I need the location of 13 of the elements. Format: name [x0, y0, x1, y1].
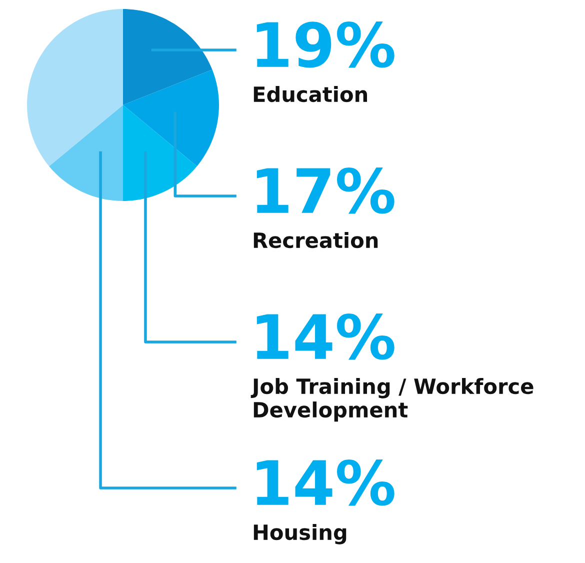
data-label: 14%	[256, 460, 394, 506]
pie-slice	[123, 70, 219, 166]
pie-slice	[49, 105, 123, 201]
data-label: 14%	[256, 314, 394, 360]
slice-label: Housing	[254, 524, 346, 544]
slice-label: Recreation	[254, 232, 378, 248]
pie-slice	[123, 105, 197, 201]
pie-slice	[27, 9, 123, 166]
pie-slice	[123, 9, 212, 105]
data-label: 19%	[256, 22, 394, 68]
slice-label: Job Training / Workforce Development	[250, 378, 534, 422]
slice-label: Education	[254, 86, 367, 102]
data-label: 17%	[256, 168, 394, 214]
